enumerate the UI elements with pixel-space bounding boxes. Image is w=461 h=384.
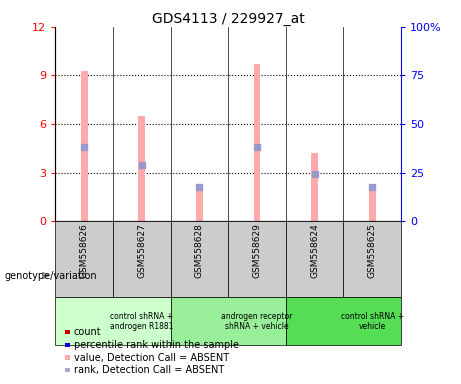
Bar bbox=[113, 221, 171, 298]
Bar bbox=[286, 221, 343, 298]
Text: value, Detection Call = ABSENT: value, Detection Call = ABSENT bbox=[74, 353, 229, 362]
Text: GSM558629: GSM558629 bbox=[253, 223, 261, 278]
Bar bbox=[196, 189, 203, 221]
Text: control shRNA +
androgen R1881: control shRNA + androgen R1881 bbox=[110, 312, 173, 331]
Bar bbox=[171, 221, 228, 298]
Bar bbox=[286, 298, 401, 345]
Text: control shRNA +
vehicle: control shRNA + vehicle bbox=[341, 312, 404, 331]
Bar bbox=[343, 221, 401, 298]
Text: rank, Detection Call = ABSENT: rank, Detection Call = ABSENT bbox=[74, 365, 224, 375]
Bar bbox=[81, 71, 88, 221]
Text: androgen receptor
shRNA + vehicle: androgen receptor shRNA + vehicle bbox=[221, 312, 293, 331]
Bar bbox=[138, 116, 145, 221]
Text: GSM558626: GSM558626 bbox=[80, 223, 89, 278]
Title: GDS4113 / 229927_at: GDS4113 / 229927_at bbox=[152, 12, 305, 26]
Bar bbox=[228, 221, 286, 298]
Text: GSM558625: GSM558625 bbox=[368, 223, 377, 278]
Bar bbox=[55, 298, 171, 345]
Bar bbox=[369, 189, 376, 221]
Text: GSM558627: GSM558627 bbox=[137, 223, 146, 278]
Text: GSM558628: GSM558628 bbox=[195, 223, 204, 278]
Bar bbox=[55, 221, 113, 298]
Text: GSM558624: GSM558624 bbox=[310, 223, 319, 278]
Text: percentile rank within the sample: percentile rank within the sample bbox=[74, 340, 239, 350]
Bar bbox=[171, 298, 286, 345]
Text: count: count bbox=[74, 327, 101, 337]
Text: genotype/variation: genotype/variation bbox=[5, 271, 97, 281]
Bar bbox=[254, 64, 260, 221]
Bar bbox=[311, 153, 318, 221]
